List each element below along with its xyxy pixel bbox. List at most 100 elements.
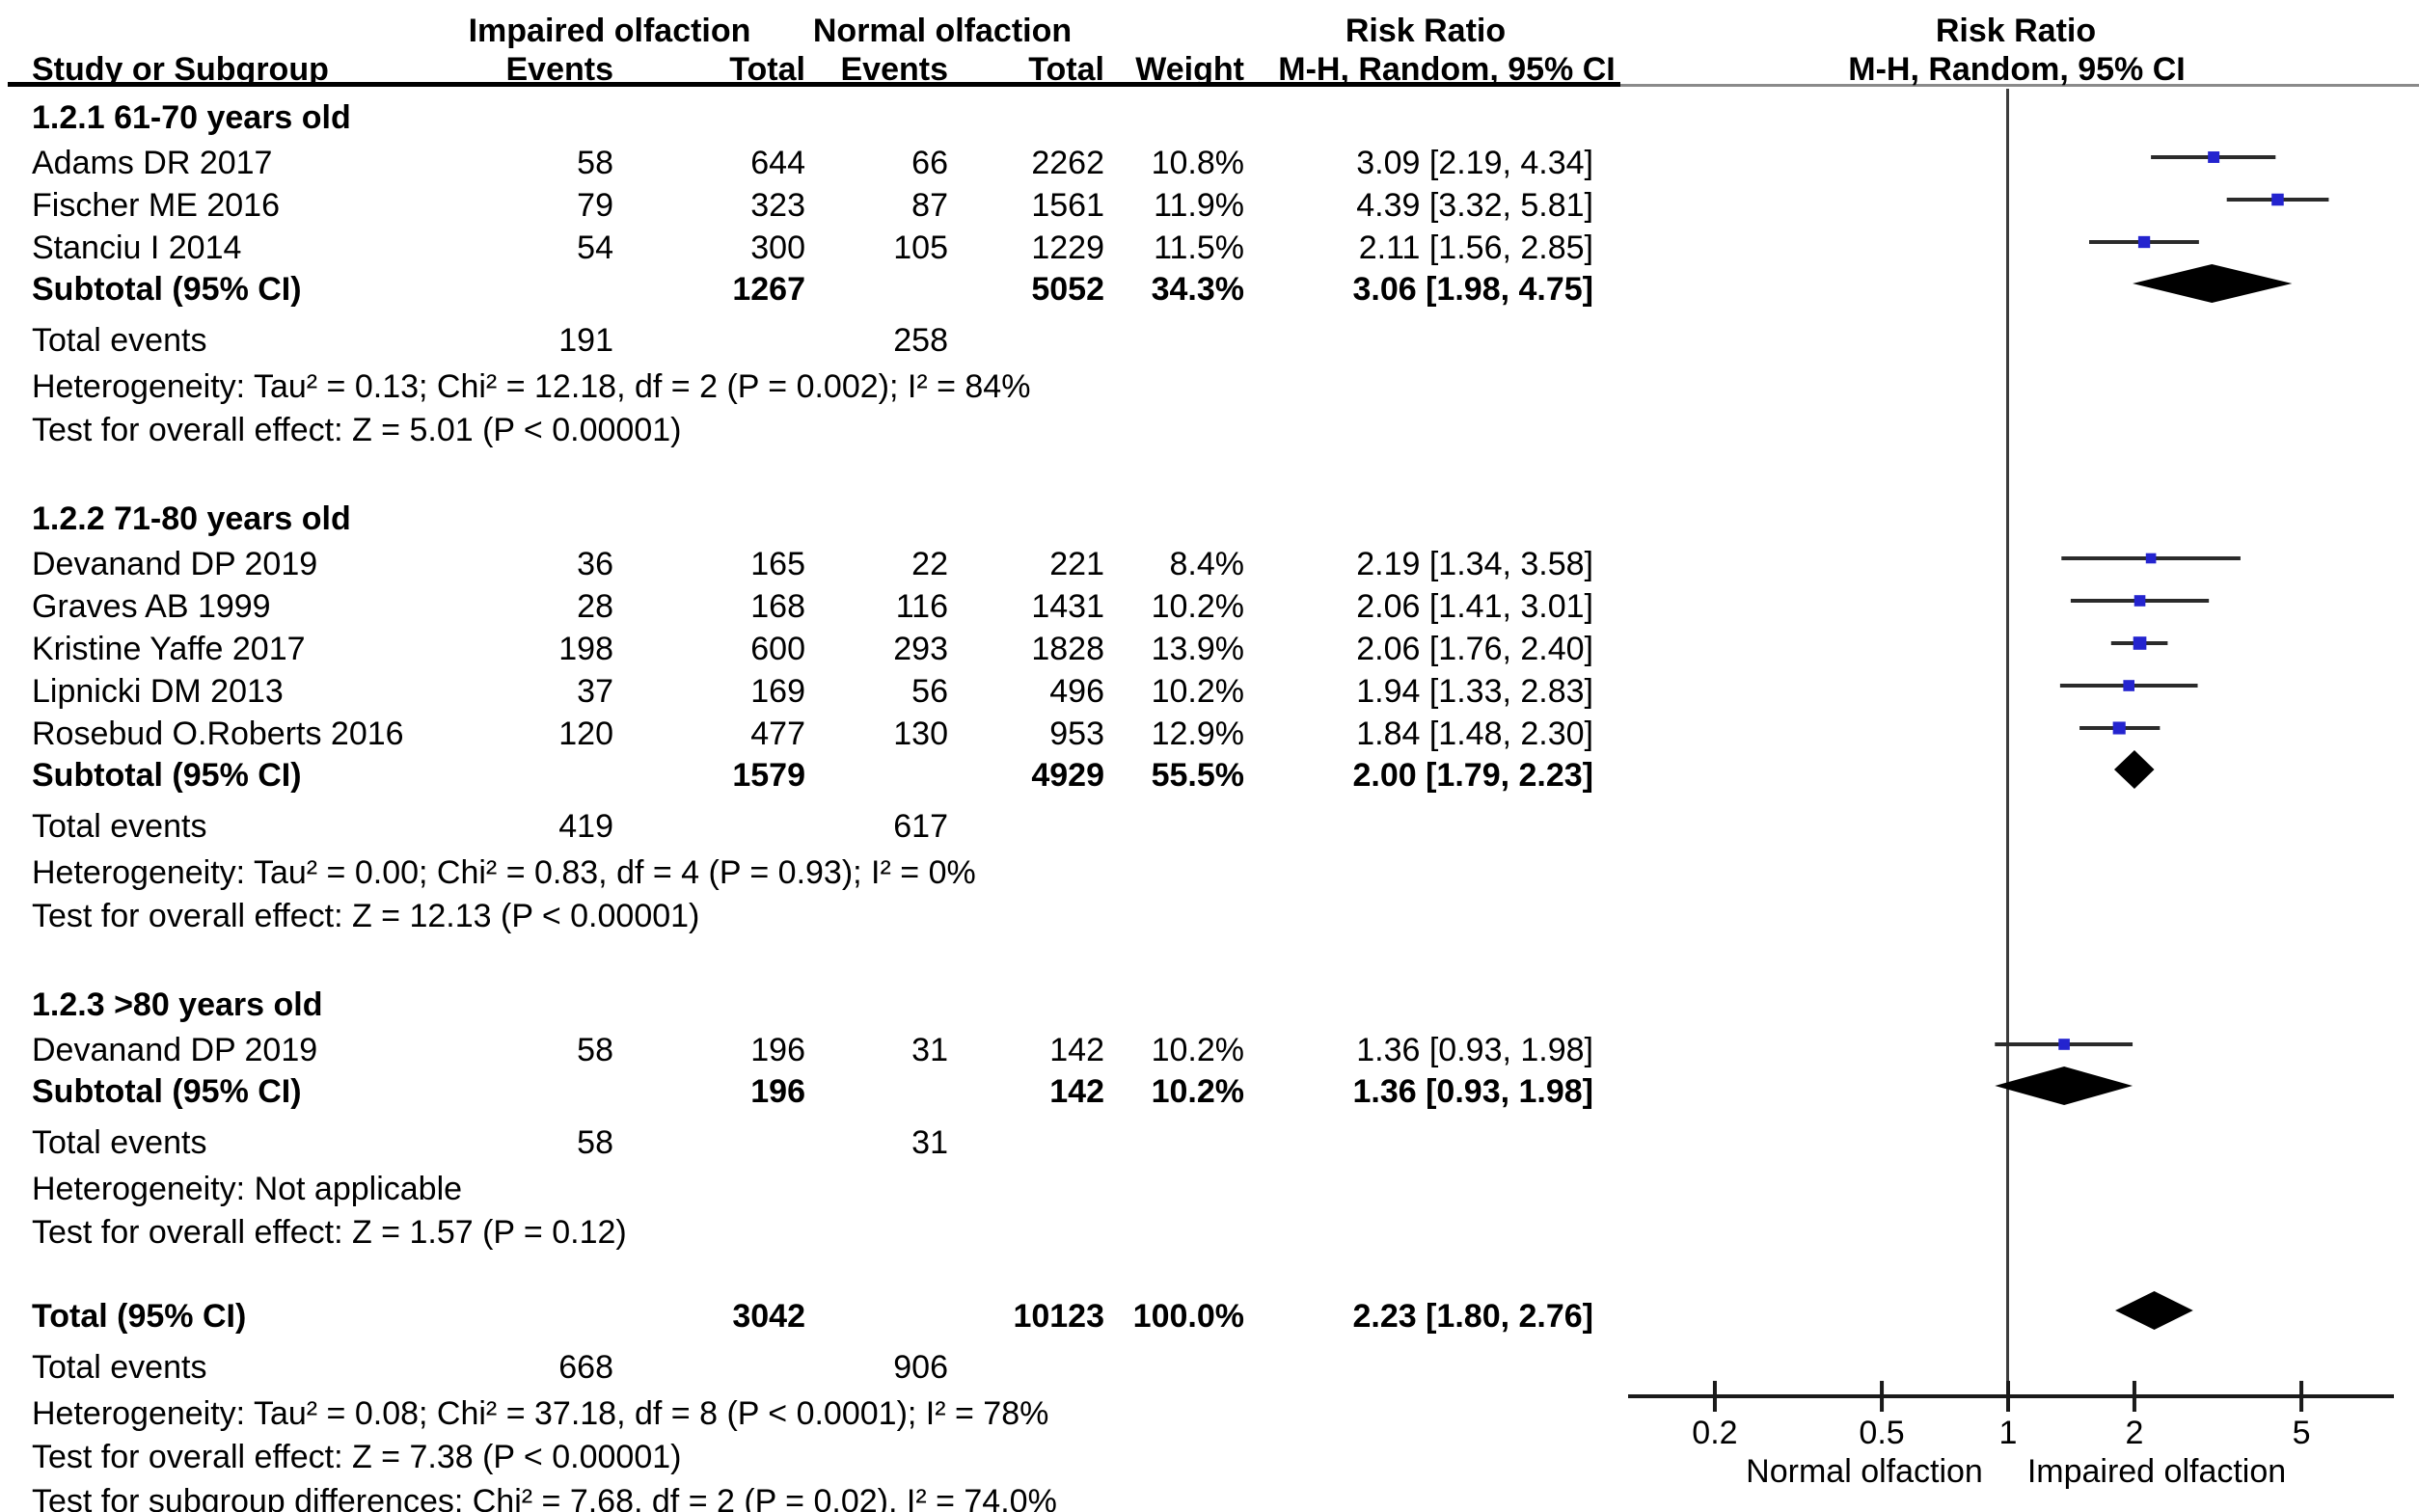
column-header-mh-ci-text: M-H, Random, 95% CI [1278,51,1616,88]
heterogeneity-note: Heterogeneity: Tau² = 0.00; Chi² = 0.83,… [32,854,976,891]
study-weight: 10.2% [1151,588,1244,625]
study-name: Stanciu I 2014 [32,230,242,266]
axis-line [1628,1394,2394,1398]
effect-square [2271,193,2284,206]
study-weight: 8.4% [1169,546,1245,582]
effect-square [2112,721,2126,735]
axis-tick [2299,1381,2304,1412]
column-header-risk-ratio-plot: Risk Ratio [1935,13,2097,49]
study-events-impaired: 198 [558,631,613,667]
axis-tick-label: 0.2 [1692,1415,1738,1451]
study-events-impaired: 28 [577,588,613,625]
subgroup-title: 1.2.3 >80 years old [32,986,323,1023]
study-events-normal: 22 [911,546,948,582]
study-events-impaired: 120 [558,716,613,752]
effect-square [2208,151,2220,163]
study-name: Lipnicki DM 2013 [32,673,284,710]
axis-tick [1880,1381,1885,1412]
study-weight: 10.2% [1151,1032,1244,1068]
pooled-diamond [2133,264,2293,303]
column-header-total-impaired: Total [729,51,805,88]
study-events-normal: 293 [893,631,948,667]
column-header-total-normal: Total [1028,51,1104,88]
study-risk-ratio-ci: 2.06 [1.41, 3.01] [1356,588,1593,625]
total-events-normal: 906 [893,1349,948,1386]
study-total-normal: 496 [1049,673,1104,710]
total-weight: 100.0% [1132,1298,1244,1335]
overall-effect-note: Test for overall effect: Z = 5.01 (P < 0… [32,412,682,448]
study-events-normal: 105 [893,230,948,266]
study-total-normal: 1229 [1031,230,1104,266]
study-events-impaired: 54 [577,230,613,266]
total-events-label: Total events [32,1124,207,1161]
effect-square [2134,595,2146,607]
subgroup-title: 1.2.1 61-70 years old [32,99,351,136]
heterogeneity-note: Heterogeneity: Tau² = 0.13; Chi² = 12.18… [32,368,1031,405]
axis-label-right: Impaired olfaction [2026,1453,2287,1490]
axis-tick-label: 1 [1998,1415,2018,1451]
null-effect-line [2006,89,2009,1394]
study-events-normal: 130 [893,716,948,752]
study-weight: 11.9% [1154,187,1244,224]
study-name: Fischer ME 2016 [32,187,280,224]
study-name: Kristine Yaffe 2017 [32,631,306,667]
study-events-impaired: 58 [577,145,613,181]
study-total-normal: 953 [1049,716,1104,752]
total-events-normal: 258 [893,322,948,359]
study-risk-ratio-ci: 1.94 [1.33, 2.83] [1356,673,1593,710]
column-group-header-impaired: Impaired olfaction [468,13,751,49]
column-group-header-normal: Normal olfaction [812,13,1073,49]
subtotal-total-normal: 4929 [1031,757,1104,794]
column-header-mh-ci-plot: M-H, Random, 95% CI [1848,51,2186,88]
study-risk-ratio-ci: 2.19 [1.34, 3.58] [1356,546,1593,582]
subtotal-risk-ratio-ci: 1.36 [0.93, 1.98] [1352,1073,1593,1110]
effect-square [2123,680,2134,691]
axis-tick [2132,1381,2136,1412]
total-events-impaired: 419 [558,808,613,845]
total-total-impaired: 3042 [732,1298,805,1335]
study-events-normal: 56 [911,673,948,710]
ci-line [2110,641,2168,645]
axis-tick [2006,1381,2010,1412]
total-events-normal: 31 [911,1124,948,1161]
subgroup-title: 1.2.2 71-80 years old [32,500,351,537]
column-header-events-normal: Events [840,51,949,88]
study-risk-ratio-ci: 3.09 [2.19, 4.34] [1356,145,1593,181]
effect-square [2133,636,2147,650]
axis-label-left: Normal olfaction [1746,1453,1983,1490]
study-total-impaired: 169 [750,673,805,710]
study-events-impaired: 58 [577,1032,613,1068]
total-label: Total (95% CI) [32,1298,247,1335]
study-total-normal: 1431 [1031,588,1104,625]
study-weight: 13.9% [1151,631,1244,667]
column-header-weight: Weight [1135,51,1244,88]
study-risk-ratio-ci: 4.39 [3.32, 5.81] [1356,187,1593,224]
study-total-impaired: 196 [750,1032,805,1068]
study-total-normal: 1561 [1031,187,1104,224]
pooled-diamond [2115,1291,2193,1330]
subtotal-total-normal: 142 [1049,1073,1104,1110]
subtotal-label: Subtotal (95% CI) [32,757,302,794]
study-events-normal: 116 [895,588,948,625]
total-events-impaired: 58 [577,1124,613,1161]
ci-line [2089,240,2199,244]
ci-line [2061,556,2241,560]
column-header-events-impaired: Events [505,51,614,88]
pooled-diamond [1995,1066,2134,1105]
study-events-impaired: 37 [577,673,613,710]
subtotal-risk-ratio-ci: 2.00 [1.79, 2.23] [1352,757,1593,794]
pooled-diamond [2113,750,2155,789]
study-total-impaired: 644 [750,145,805,181]
axis-tick-label: 2 [2125,1415,2144,1451]
study-risk-ratio-ci: 2.11 [1.56, 2.85] [1358,230,1593,266]
study-risk-ratio-ci: 1.84 [1.48, 2.30] [1356,716,1593,752]
study-total-normal: 221 [1049,546,1104,582]
study-total-impaired: 477 [750,716,805,752]
subtotal-label: Subtotal (95% CI) [32,271,302,308]
subtotal-total-impaired: 1267 [732,271,805,308]
study-name: Rosebud O.Roberts 2016 [32,716,404,752]
study-events-impaired: 79 [577,187,613,224]
ci-line [2059,684,2198,688]
study-total-normal: 142 [1049,1032,1104,1068]
